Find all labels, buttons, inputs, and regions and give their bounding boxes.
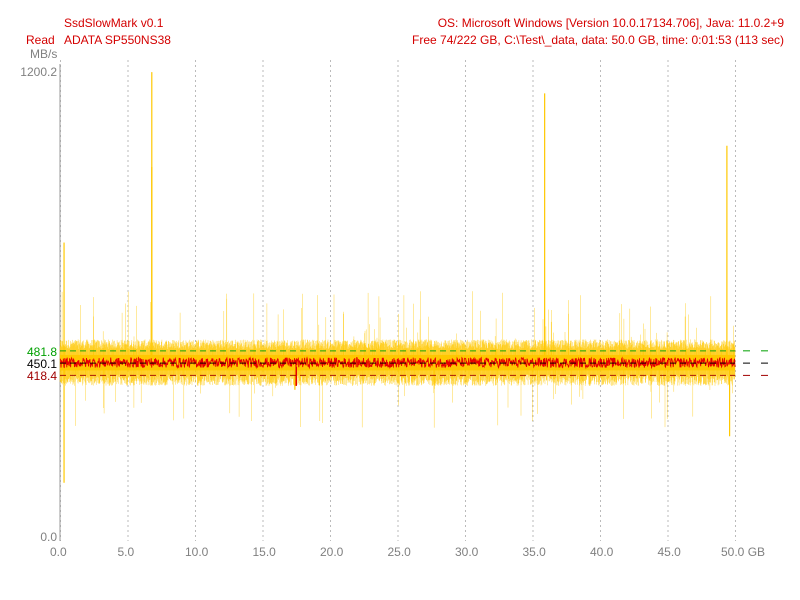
- x-tick-label: 45.0: [657, 545, 681, 559]
- ref-label-mean: 450.1: [26, 357, 57, 371]
- device-name: ADATA SP550NS38: [64, 33, 171, 47]
- ref-label-max: 481.8: [26, 345, 57, 359]
- x-tick-label: 25.0: [387, 545, 411, 559]
- x-tick-label: 0.0: [50, 545, 67, 559]
- x-tick-label: 5.0: [117, 545, 135, 559]
- app-title: SsdSlowMark v0.1: [64, 16, 164, 30]
- reference-lines: [60, 350, 768, 376]
- y-axis-unit: MB/s: [30, 47, 58, 61]
- x-tick-label: 20.0: [320, 545, 344, 559]
- x-tick-label: 10.0: [185, 545, 209, 559]
- mode-label: Read: [26, 33, 55, 47]
- x-tick-label: 40.0: [590, 545, 614, 559]
- grid-lines: [60, 60, 736, 541]
- y-min-label: 0.0: [40, 530, 57, 544]
- y-max-label: 1200.2: [20, 65, 57, 79]
- run-info: Free 74/222 GB, C:\Test\_data, data: 50.…: [412, 33, 784, 47]
- x-tick-label: 15.0: [252, 545, 276, 559]
- x-tick-label: 35.0: [522, 545, 546, 559]
- x-tick-label: 30.0: [455, 545, 479, 559]
- ref-label-min: 418.4: [26, 369, 57, 383]
- x-tick-label: 50.0 GB: [721, 545, 766, 559]
- os-info: OS: Microsoft Windows [Version 10.0.1713…: [437, 16, 784, 30]
